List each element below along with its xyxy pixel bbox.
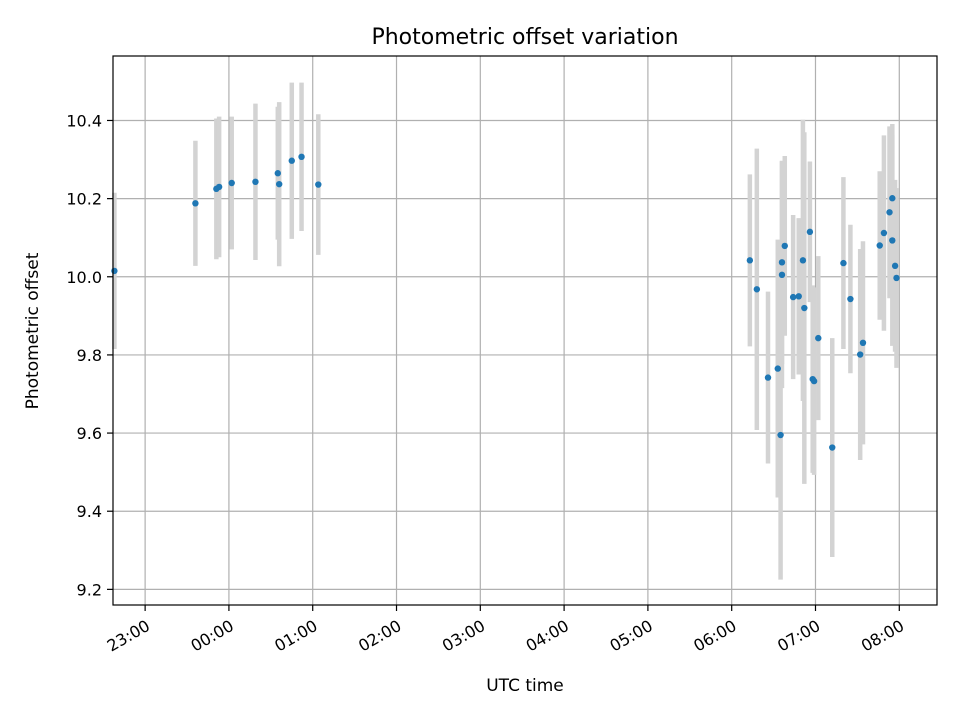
y-axis-ticks: 9.2 9.4 9.6 9.8 10.0 10.2 10.4 [66,111,113,599]
data-point [764,374,772,381]
data-point [753,286,761,293]
data-point [810,377,818,385]
error-bars [112,82,899,580]
y-tick-label: 9.8 [77,346,102,365]
x-axis-ticks: 23:00 00:00 01:00 02:00 03:00 04:00 05:00 06:00… [104,605,907,656]
data-point [215,183,223,191]
data-point [778,259,786,266]
x-tick-label: 08:00 [858,616,907,656]
data-point [252,178,259,186]
chart-title: Photometric offset variation [371,25,678,50]
data-point [228,179,235,187]
data-point [315,181,322,188]
x-tick-label: 07:00 [774,616,823,656]
y-tick-label: 9.2 [77,580,102,599]
data-point [774,365,781,372]
y-tick-label: 10.2 [66,190,102,209]
x-tick-label: 03:00 [439,616,488,656]
data-point [778,271,786,279]
data-point [889,195,896,202]
data-point [799,257,807,264]
data-point [893,274,900,282]
data-point [829,444,836,451]
y-tick-label: 10.0 [66,268,102,287]
data-point [298,153,305,161]
data-point [876,242,883,249]
x-tick-label: 01:00 [271,616,320,656]
data-point [891,262,899,270]
data-point [859,339,867,347]
data-point [288,157,295,164]
data-point [806,228,814,236]
data-point [274,170,281,177]
x-tick-label: 00:00 [187,616,236,656]
data-point [847,295,854,303]
data-point [886,209,893,216]
x-tick-label: 05:00 [606,616,655,656]
data-point [801,304,808,312]
data-point [856,351,864,358]
data-point [815,334,822,342]
data-point [192,200,199,207]
data-point [746,257,754,264]
data-point [777,431,784,439]
data-point [889,237,896,244]
y-tick-label: 9.6 [77,424,102,443]
data-points [111,153,900,451]
x-tick-label: 04:00 [523,616,572,656]
plot-frame [112,55,938,606]
x-tick-label: 02:00 [355,616,404,656]
data-point [795,293,802,300]
data-point [111,267,118,275]
y-axis-label: Photometric offset [23,252,43,409]
y-tick-label: 9.4 [77,502,102,521]
x-tick-label: 06:00 [690,616,739,656]
data-point [275,180,283,188]
data-point [781,242,788,250]
data-point [789,293,797,301]
x-tick-label: 23:00 [104,616,153,656]
y-tick-label: 10.4 [66,111,102,130]
data-point [880,229,888,237]
data-point [840,259,847,267]
x-axis-label: UTC time [486,676,564,696]
